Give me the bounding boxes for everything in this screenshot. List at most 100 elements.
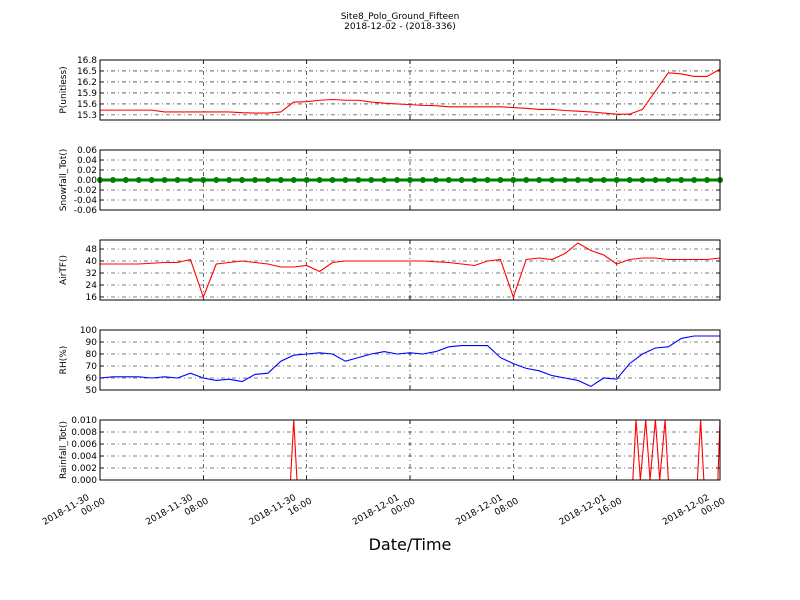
data-point — [419, 177, 426, 183]
data-point — [600, 177, 607, 183]
plot-frame — [99, 149, 721, 211]
data-point — [574, 177, 581, 183]
data-point — [109, 177, 116, 183]
data-point — [381, 177, 388, 183]
y-tick-label: 70 — [86, 362, 98, 372]
data-line — [100, 335, 720, 388]
x-tick-label: 2018-12-0116:00 — [558, 487, 624, 537]
data-point — [290, 177, 297, 183]
y-tick-label: 0.02 — [77, 166, 97, 176]
data-line — [100, 68, 720, 115]
data-point — [445, 177, 452, 183]
data-point — [187, 177, 194, 183]
plot-frame — [99, 239, 721, 301]
y-tick-label: 0.008 — [71, 428, 97, 438]
data-point — [174, 177, 181, 183]
data-point — [432, 177, 439, 183]
y-tick-label: 90 — [86, 338, 98, 348]
data-point — [161, 177, 168, 183]
x-tick-label: 2018-11-3008:00 — [144, 487, 210, 537]
y-tick-label: -0.02 — [74, 186, 97, 196]
data-point — [613, 177, 620, 183]
y-tick-label: 15.6 — [77, 100, 97, 110]
data-point — [536, 177, 543, 183]
data-point — [342, 177, 349, 183]
data-point — [639, 177, 646, 183]
data-point — [665, 177, 672, 183]
y-tick-label: 50 — [86, 386, 98, 396]
data-point — [368, 177, 375, 183]
data-point — [652, 177, 659, 183]
data-point — [484, 177, 491, 183]
y-tick-label: 15.3 — [77, 111, 97, 121]
data-point — [200, 177, 207, 183]
data-point — [394, 177, 401, 183]
data-point — [316, 177, 323, 183]
data-point — [704, 177, 711, 183]
figure-title: Site8_Polo_Ground_Fifteen — [341, 12, 460, 22]
data-point — [587, 177, 594, 183]
x-tick-label: 2018-12-0108:00 — [454, 487, 520, 537]
x-tick-label: 2018-12-0200:00 — [661, 487, 727, 537]
y-tick-label: -0.06 — [74, 206, 98, 216]
data-point — [678, 177, 685, 183]
data-point — [510, 177, 517, 183]
data-point — [329, 177, 336, 183]
y-axis-label: AirTF() — [59, 255, 69, 285]
data-point — [497, 177, 504, 183]
data-point — [264, 177, 271, 183]
y-tick-label: 100 — [80, 326, 97, 336]
data-point — [523, 177, 530, 183]
y-tick-label: 16.8 — [77, 56, 97, 66]
x-tick-label: 2018-12-0100:00 — [351, 487, 417, 537]
data-point — [226, 177, 233, 183]
data-line — [100, 419, 720, 481]
y-tick-label: 0.002 — [71, 464, 97, 474]
plot-frame — [99, 419, 721, 481]
y-tick-label: 0.004 — [71, 452, 97, 462]
data-point — [562, 177, 568, 183]
x-tick-label: 2018-11-3016:00 — [248, 487, 314, 537]
y-tick-label: 48 — [86, 245, 98, 255]
data-point — [303, 177, 310, 183]
x-tick-label: 2018-11-3000:00 — [41, 487, 107, 537]
y-tick-label: 24 — [86, 281, 98, 291]
data-point — [252, 177, 258, 183]
y-tick-label: 0.04 — [77, 156, 97, 166]
y-tick-label: 16 — [86, 293, 98, 303]
data-line — [100, 242, 720, 299]
y-tick-label: 80 — [86, 350, 98, 360]
data-point — [122, 177, 129, 183]
data-point — [135, 177, 142, 183]
y-axis-label: RH(%) — [59, 346, 69, 375]
x-axis-label: Date/Time — [369, 535, 452, 554]
data-point — [148, 177, 155, 183]
data-point — [691, 177, 698, 183]
data-point — [239, 177, 246, 183]
data-point — [355, 177, 362, 183]
y-tick-label: 16.5 — [77, 67, 97, 77]
y-tick-label: 0.000 — [71, 476, 97, 486]
data-point — [407, 177, 413, 183]
plot-frame — [99, 329, 721, 391]
y-tick-label: 60 — [86, 374, 98, 384]
y-tick-label: 40 — [86, 257, 98, 267]
y-tick-label: 0.006 — [71, 440, 97, 450]
y-tick-label: 0.06 — [77, 146, 97, 156]
y-axis-label: Snowfall_Tot() — [59, 149, 69, 212]
figure-subtitle: 2018-12-02 - (2018-336) — [344, 22, 456, 32]
y-tick-label: 0.010 — [71, 416, 97, 426]
data-point — [471, 177, 478, 183]
data-point — [626, 177, 633, 183]
y-axis-label: Rainfall_Tot() — [59, 421, 69, 479]
y-tick-label: 16.2 — [77, 78, 97, 88]
data-point — [213, 177, 220, 183]
y-tick-label: 32 — [86, 269, 97, 279]
y-tick-label: -0.04 — [74, 196, 98, 206]
data-point — [549, 177, 556, 183]
y-axis-label: P(unitless) — [59, 66, 69, 113]
data-point — [458, 177, 465, 183]
y-tick-label: 15.9 — [77, 89, 97, 99]
plot-frame — [99, 59, 721, 121]
